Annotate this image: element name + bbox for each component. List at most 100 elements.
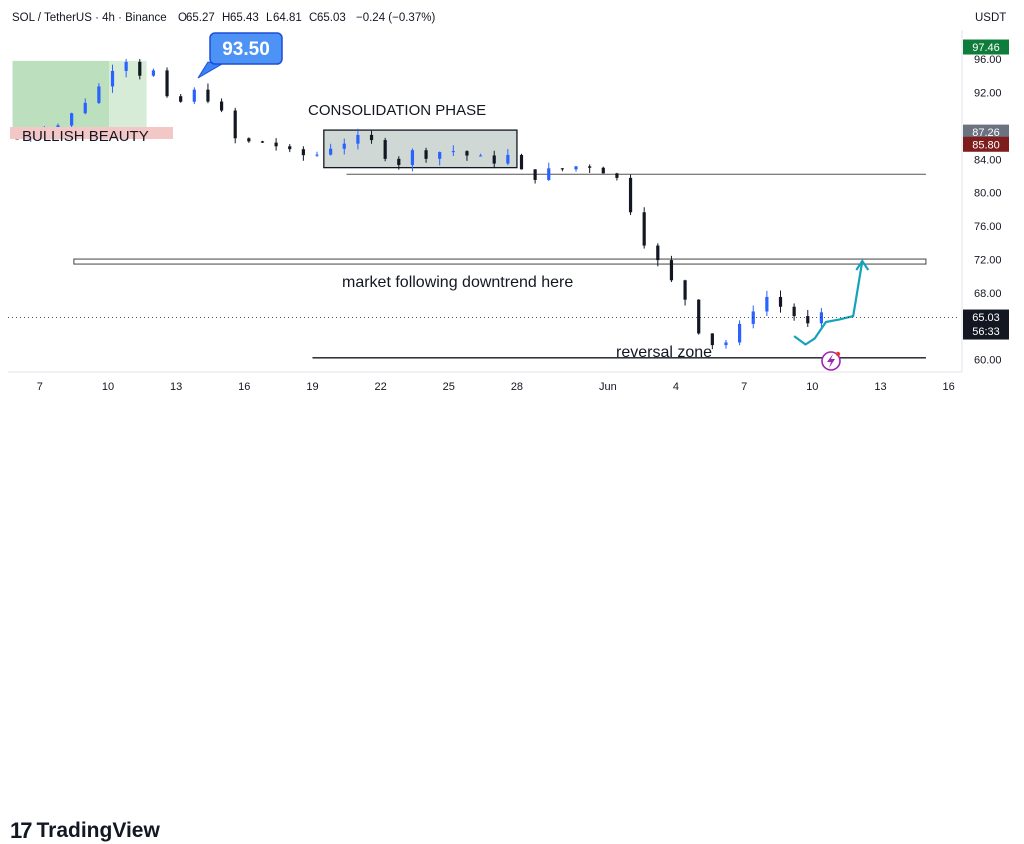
price-badge	[963, 39, 1009, 55]
candle-body	[778, 296, 783, 307]
candle-body	[165, 70, 169, 97]
candle-body	[738, 323, 742, 343]
candle-body	[219, 101, 224, 111]
candle-body	[260, 141, 265, 143]
candle-body	[588, 166, 592, 168]
candle-body	[97, 86, 101, 103]
ohlc-open-label: O	[178, 12, 187, 24]
candle-body	[819, 312, 824, 324]
footer: 17 TradingView	[0, 400, 1024, 843]
candle-body	[151, 70, 156, 76]
downtrend-label: market following downtrend here	[342, 274, 573, 291]
candle-body	[533, 169, 537, 180]
candle-body	[478, 155, 483, 157]
price-badge-countdown: 56:33	[972, 326, 1000, 338]
price-badge	[963, 124, 1009, 140]
x-tick-label: 28	[511, 381, 523, 393]
x-tick-label: 19	[306, 381, 318, 393]
bullish-beauty-label: BULLISH BEAUTY	[22, 128, 149, 145]
candle-body	[724, 342, 728, 346]
x-tick-label: 25	[443, 381, 455, 393]
price-badge	[963, 309, 1009, 340]
price-badge-label: 87.26	[972, 127, 1000, 139]
candle-body	[642, 212, 646, 246]
ohlc-low-value: 64.81	[273, 12, 302, 24]
candle-body	[806, 316, 810, 324]
candle-body	[110, 70, 115, 87]
bullish-label-bg	[10, 127, 173, 139]
candle-body	[233, 110, 237, 139]
bullish-zone-dark	[12, 60, 110, 135]
y-tick-label: 84.00	[974, 154, 1002, 166]
candle-body	[628, 177, 633, 213]
candle-body	[751, 311, 755, 324]
candle-body	[369, 134, 374, 141]
candle-body	[329, 148, 333, 155]
x-tick-label: 22	[374, 381, 386, 393]
candle-body	[301, 149, 305, 156]
candles-layer	[15, 58, 824, 350]
callout-box	[209, 32, 283, 65]
price-badge-label: 65.03	[972, 312, 1000, 324]
ohlc-open-value: 65.27	[186, 12, 215, 24]
ohlc-change: −0.24 (−0.37%)	[356, 12, 435, 24]
x-tick-label: 10	[806, 381, 818, 393]
candle-body	[383, 140, 387, 159]
candle-body	[342, 143, 346, 149]
candle-body	[192, 89, 196, 102]
projection-layer	[8, 259, 960, 346]
candle-body	[615, 173, 619, 178]
x-tick-label: 13	[170, 381, 182, 393]
candle-body	[315, 154, 319, 156]
price-badge-label: 85.80	[972, 139, 1000, 151]
candle-body	[710, 333, 714, 346]
y-tick-label: 76.00	[974, 221, 1002, 233]
candle-body	[356, 134, 360, 144]
currency-label: USDT	[975, 12, 1006, 24]
candle-body	[288, 146, 292, 150]
ohlc-low-label: L	[266, 12, 273, 24]
ohlc-high-label: H	[222, 12, 230, 24]
candle-body	[601, 167, 605, 174]
candle-body	[451, 151, 455, 153]
lightning-icon[interactable]	[821, 351, 841, 371]
x-tick-label: 16	[943, 381, 955, 393]
candle-body	[669, 260, 674, 281]
zones-layer	[12, 60, 518, 169]
symbol-title: SOL / TetherUS · 4h · Binance	[12, 12, 167, 24]
price-badge-label: 97.46	[972, 42, 1000, 54]
y-tick-label: 72.00	[974, 254, 1002, 266]
candle-body	[547, 168, 551, 180]
x-tick-label: 13	[874, 381, 886, 393]
y-tick-label: 96.00	[974, 54, 1002, 66]
candle-body	[438, 152, 442, 159]
x-tick-label: 7	[741, 381, 747, 393]
candle-body	[424, 150, 428, 159]
candle-body	[138, 61, 142, 76]
candle-body	[492, 155, 496, 164]
y-tick-label: 60.00	[974, 354, 1002, 366]
time-axis[interactable]: 7 10 13 16 19 22 25 28 Jun 4 7 10 13 16	[37, 381, 955, 393]
x-tick-label: 4	[673, 381, 679, 393]
candle-body	[179, 96, 183, 102]
resistance-band[interactable]	[73, 258, 927, 265]
x-tick-label: 7	[37, 381, 43, 393]
tradingview-logo-text: TradingView	[36, 819, 160, 842]
ohlc-close-label: C	[309, 12, 317, 24]
reversal-zone-label: reversal zone	[616, 344, 712, 361]
candle-body	[506, 154, 510, 164]
candle-body	[792, 306, 796, 317]
candle-body	[465, 151, 469, 156]
y-tick-label: 68.00	[974, 288, 1002, 300]
chart[interactable]: SOL / TetherUS · 4h · Binance O 65.27 H …	[0, 0, 1024, 400]
price-badge	[963, 136, 1009, 152]
ohlc-readout: O 65.27 H 65.43 L 64.81 C 65.03 −0.24 (−…	[178, 12, 435, 24]
projection-path	[793, 260, 864, 346]
candle-body	[410, 150, 415, 166]
levels-layer	[73, 173, 927, 359]
projection-arrowhead	[855, 259, 870, 271]
tradingview-logo[interactable]: 17 TradingView	[10, 818, 160, 844]
consolidation-label: CONSOLIDATION PHASE	[308, 102, 486, 119]
price-axis[interactable]: 60.00 68.00 72.00 76.00 80.00 84.00 92.00 96.00	[974, 54, 1002, 366]
candle-body	[574, 166, 578, 170]
